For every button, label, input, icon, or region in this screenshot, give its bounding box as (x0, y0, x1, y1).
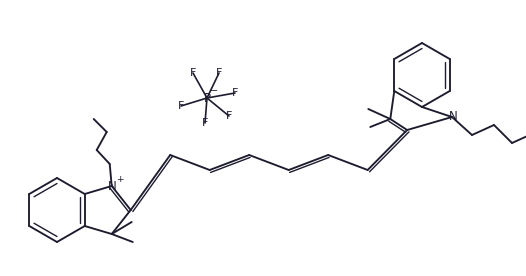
Text: F: F (178, 101, 184, 111)
Text: N: N (108, 179, 117, 192)
Text: P: P (204, 92, 210, 105)
Text: F: F (226, 111, 232, 121)
Text: −: − (210, 86, 218, 96)
Text: F: F (190, 68, 196, 78)
Text: F: F (216, 68, 222, 78)
Text: +: + (116, 174, 124, 184)
Text: N: N (449, 110, 458, 123)
Text: F: F (232, 88, 238, 98)
Text: F: F (202, 118, 208, 128)
